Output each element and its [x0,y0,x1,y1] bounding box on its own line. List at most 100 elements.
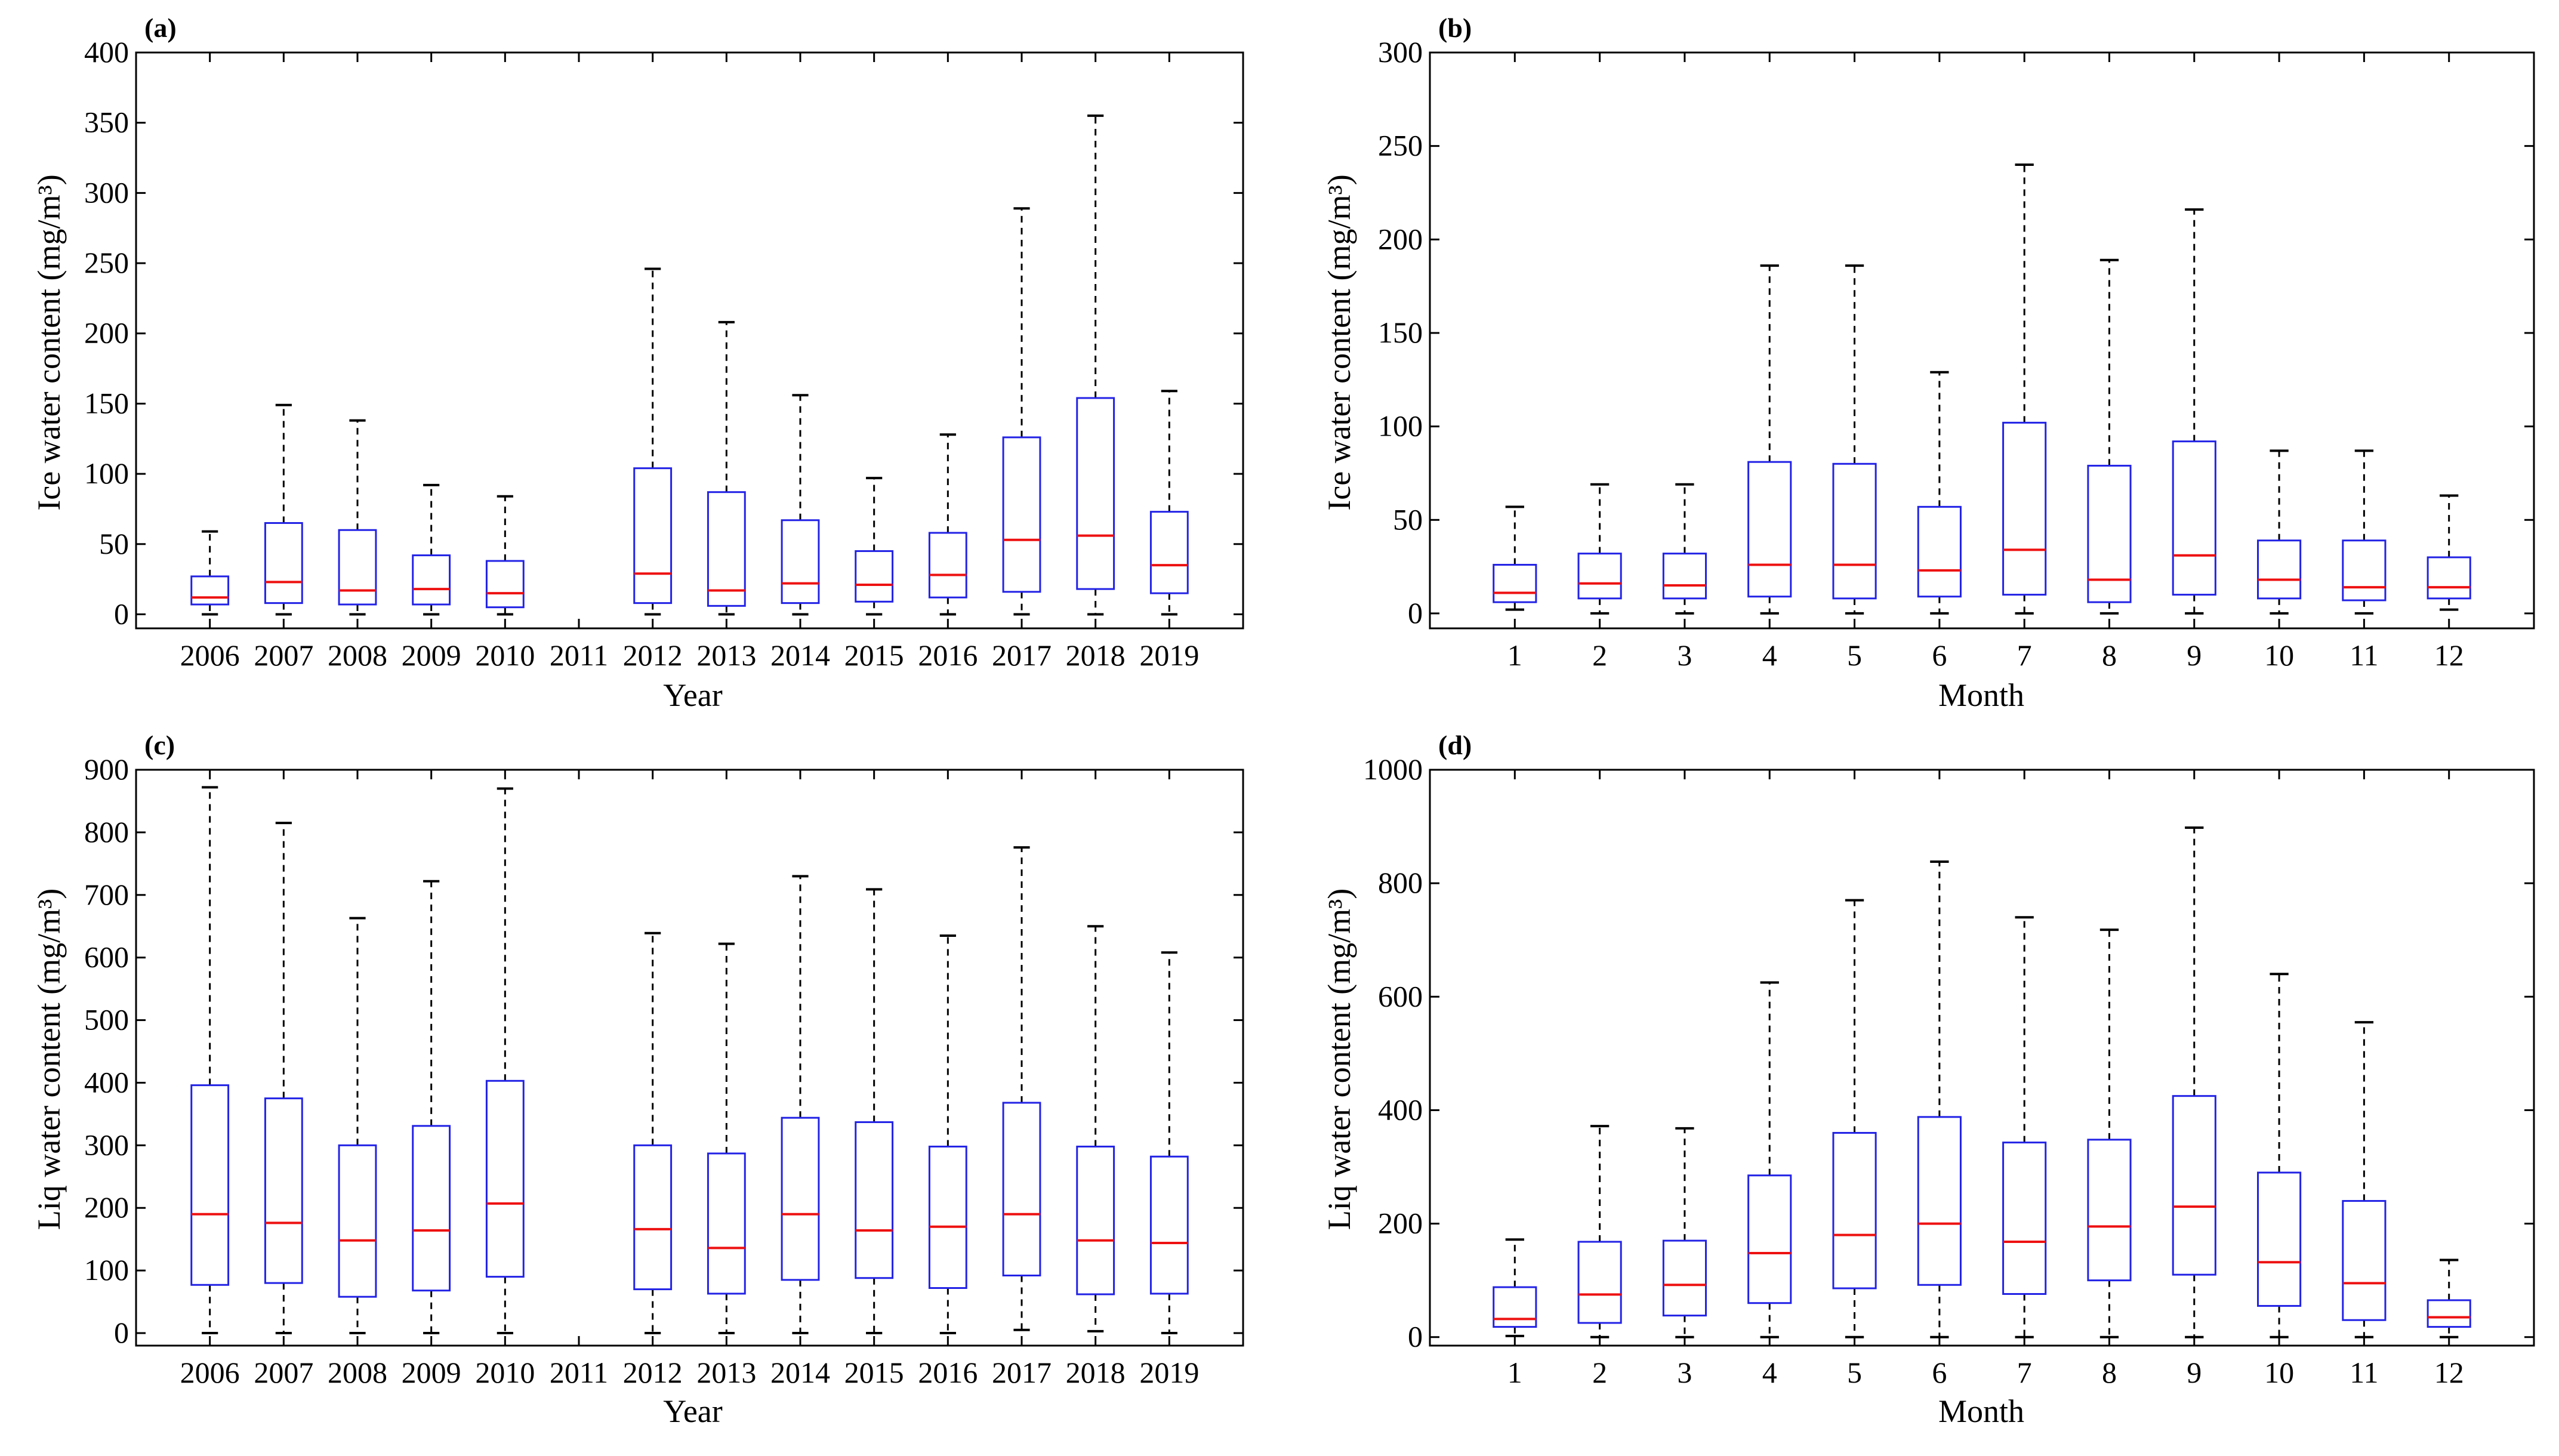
panel-c-xtick-label: 2012 [623,1356,683,1389]
box-iqr [1002,436,1041,593]
panel-c-box-2012 [633,931,673,1335]
panel-a-xtick-label: 2018 [1066,638,1126,672]
panel-b-xtick-label: 8 [2102,638,2117,672]
panel-b-ytick-label: 250 [1378,129,1423,162]
box-iqr [1493,563,1537,603]
panel-a-ytick-label: 50 [99,527,129,560]
panel-a-box-2013 [707,320,746,616]
panel-b-xtick-label: 12 [2434,638,2464,672]
panel-b-box-10 [2257,449,2302,615]
box-iqr [1076,397,1115,590]
panel-c-box-2014 [781,875,820,1335]
box-iqr [190,1084,230,1286]
panel-a-ytick-label: 300 [84,175,129,209]
panel-c-box-2009 [412,880,451,1335]
panel-a-xtick-label: 2006 [180,638,240,672]
panel-a-xtick-label: 2016 [918,638,978,672]
panel-a-ytick-label: 100 [84,456,129,490]
panel-c-xtick-label: 2010 [475,1356,535,1389]
panel-b-ytick-label: 0 [1408,596,1423,630]
panel-c-ytick-label: 100 [84,1253,129,1287]
panel-d-xtick-label: 6 [1932,1356,1947,1389]
panel-d-box-2 [1577,1125,1622,1338]
panel-a-xtick-label: 2019 [1139,638,1199,672]
panel-a: (a) Year Ice water content (mg/m³) 0 50 10… [31,13,1244,713]
panel-b-box-6 [1917,371,1962,615]
panel-a-ytick-label: 350 [84,106,129,139]
panel-b-ylabel: Ice water content (mg/m³) [1321,174,1357,510]
panel-a-box-2016 [928,433,967,616]
panel-d-box-11 [2342,1021,2387,1338]
panel-d-xtick-label: 12 [2434,1356,2464,1389]
panel-c-ytick-label: 900 [84,752,129,786]
box-iqr [2002,1142,2047,1295]
panel-d-ytick-label: 0 [1408,1320,1423,1353]
panel-c-xtick-label: 2015 [844,1356,904,1389]
box-iqr [338,529,377,606]
panel-a-xtick-label: 2011 [550,638,608,672]
panel-d-xtick-label: 7 [2017,1356,2032,1389]
panel-b-box-2 [1577,483,1622,615]
box-iqr [264,1097,303,1284]
panel-c-box-2008 [338,917,377,1335]
panel-d-xlabel: Month [1938,1393,2024,1429]
panel-d-xtick-label: 9 [2187,1356,2202,1389]
panel-c-xtick-label: 2017 [992,1356,1052,1389]
box-iqr [1002,1102,1041,1277]
panel-b-ytick-label: 300 [1378,35,1423,69]
panel-b-box-12 [2427,494,2471,611]
panel-b-ytick-label: 200 [1378,222,1423,255]
box-iqr [707,491,746,607]
box-iqr [1076,1145,1115,1295]
panel-c-xtick-label: 2016 [918,1356,978,1389]
panel-d-box-7 [2002,916,2047,1338]
panel-a-box-2008 [338,419,377,616]
panel-c-label: (c) [144,730,175,760]
panel-b-xtick-label: 5 [1847,638,1862,672]
box-iqr [633,1144,673,1291]
box-iqr [2172,440,2216,596]
panel-b-xtick-label: 1 [1507,638,1522,672]
panel-d-ytick-label: 800 [1378,866,1423,899]
panel-c-xtick-label: 2008 [328,1356,387,1389]
panel-c-xtick-label: 2014 [770,1356,830,1389]
box-iqr [928,532,967,599]
panel-d-box-12 [2427,1258,2471,1338]
box-iqr [1917,1116,1962,1286]
panel-a-ytick-label: 200 [84,316,129,350]
panel-c-xtick-label: 2018 [1066,1356,1126,1389]
panel-a-xlabel: Year [663,677,723,713]
panel-b-xtick-label: 6 [1932,638,1947,672]
panel-a-xtick-label: 2017 [992,638,1052,672]
panel-d: (d) Month Liq water content (mg/m³) 0 200… [1321,730,2535,1429]
panel-b-xtick-label: 7 [2017,638,2032,672]
panel-a-ytick-label: 400 [84,35,129,69]
panel-a-box-2007 [264,403,303,616]
box-iqr [781,519,820,604]
panel-c-ytick-label: 400 [84,1065,129,1099]
panel-d-axes-frame [1429,769,2535,1347]
box-iqr [855,1121,894,1279]
panel-b-box-11 [2342,449,2387,615]
panel-c-ytick-label: 700 [84,878,129,911]
panel-c-box-2010 [485,787,525,1335]
panel-b: (b) Month Ice water content (mg/m³) 0 50 1… [1321,13,2535,713]
panel-a-xtick-label: 2012 [623,638,683,672]
box-iqr [2172,1095,2216,1276]
panel-c-ytick-label: 600 [84,940,129,974]
box-iqr [338,1144,377,1298]
panel-c-xtick-label: 2009 [402,1356,461,1389]
panel-d-xtick-label: 3 [1677,1356,1692,1389]
panel-a-ytick-label: 150 [84,386,129,419]
box-iqr [2427,1299,2471,1328]
panel-b-ytick-label: 150 [1378,316,1423,349]
panel-c-box-2016 [928,934,967,1335]
panel-c-xtick-label: 2019 [1139,1356,1199,1389]
panel-c-xtick-label: 2007 [254,1356,313,1389]
box-iqr [2257,1171,2302,1307]
panel-c-box-2013 [707,942,746,1335]
panel-c-ytick-label: 500 [84,1003,129,1037]
panel-c-xtick-label: 2011 [550,1356,608,1389]
panel-c-xlabel: Year [663,1393,723,1429]
panel-a-ytick-label: 0 [114,597,129,630]
